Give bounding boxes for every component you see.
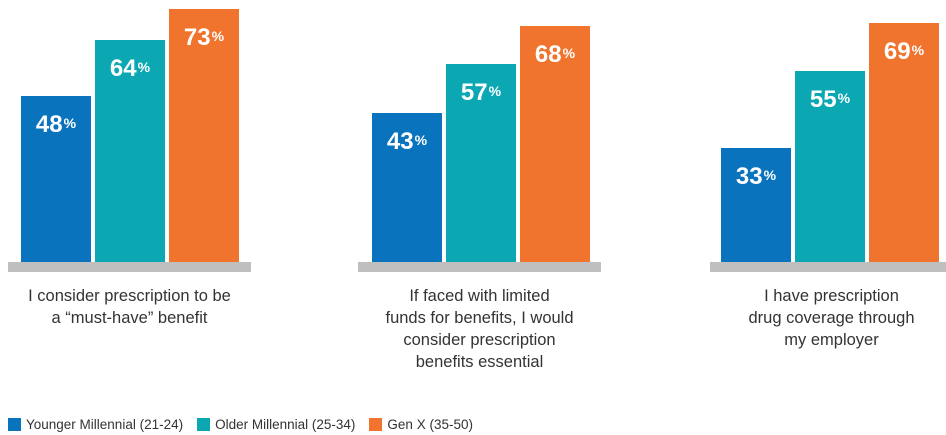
- legend-swatch: [8, 417, 21, 431]
- legend: Younger Millennial (21-24) Older Millenni…: [8, 416, 487, 432]
- data-label-value: 55: [809, 86, 837, 114]
- legend-item: Older Millennial (25-34): [197, 417, 355, 432]
- category-label-line: I consider prescription to be: [28, 287, 231, 305]
- category-label: I have prescription drug coverage through…: [702, 285, 946, 351]
- data-label: 43%: [372, 130, 442, 154]
- data-label-value: 64: [109, 55, 137, 83]
- legend-item: Gen X (35-50): [369, 417, 473, 432]
- baseline: [710, 262, 946, 272]
- data-label-value: 57: [460, 79, 488, 107]
- data-label-unit: %: [414, 132, 428, 148]
- data-label: 57%: [446, 81, 516, 105]
- category-label-line: funds for benefits, I would: [385, 309, 574, 327]
- data-label-unit: %: [911, 41, 925, 58]
- data-label: 68%: [520, 43, 590, 67]
- data-label-value: 69: [883, 37, 911, 65]
- category-label-line: drug coverage through: [748, 309, 915, 327]
- data-label-unit: %: [763, 166, 777, 183]
- category-label-line: I have prescription: [764, 287, 899, 305]
- data-label: 48%: [21, 110, 91, 138]
- legend-label: Older Millennial (25-34): [215, 416, 356, 432]
- baseline: [8, 262, 251, 272]
- category-label-line: my employer: [784, 331, 879, 349]
- bar: 55%: [795, 71, 865, 262]
- data-label-value: 73: [183, 24, 211, 52]
- data-label-value: 48: [35, 110, 63, 138]
- data-label-value: 68: [534, 41, 562, 69]
- bar: 48%: [21, 95, 91, 262]
- category-label-line: If faced with limited: [409, 287, 550, 305]
- bar: 57%: [446, 64, 516, 262]
- category-label-line: a “must-have” benefit: [51, 309, 208, 327]
- bar: 69%: [869, 22, 939, 262]
- data-label: 64%: [95, 57, 165, 81]
- bar: 68%: [520, 26, 590, 262]
- data-label-value: 33: [735, 162, 763, 190]
- bar: 43%: [372, 113, 442, 262]
- baseline: [358, 262, 601, 272]
- data-label: 73%: [169, 26, 239, 50]
- data-label: 33%: [721, 162, 791, 190]
- category-label: If faced with limited funds for benefits,…: [350, 285, 610, 373]
- bar: 64%: [95, 40, 165, 262]
- data-label-unit: %: [562, 45, 576, 62]
- data-label-unit: %: [488, 83, 502, 100]
- data-label-unit: %: [211, 28, 225, 45]
- data-label-unit: %: [137, 59, 151, 76]
- data-label-unit: %: [63, 114, 77, 131]
- data-label: 55%: [795, 88, 865, 112]
- category-label-line: benefits essential: [415, 353, 544, 371]
- legend-item: Younger Millennial (21-24): [8, 417, 183, 432]
- legend-swatch: [197, 417, 211, 431]
- data-label-value: 43: [386, 128, 414, 155]
- legend-swatch: [369, 417, 383, 431]
- bar: 73%: [169, 9, 239, 262]
- data-label: 69%: [869, 37, 939, 65]
- legend-label: Younger Millennial (21-24): [26, 416, 184, 432]
- bar: 33%: [721, 147, 791, 262]
- category-label-line: consider prescription: [403, 331, 556, 349]
- category-label: I consider prescription to be a “must-hav…: [0, 285, 260, 329]
- data-label-unit: %: [837, 90, 851, 107]
- legend-label: Gen X (35-50): [387, 416, 473, 432]
